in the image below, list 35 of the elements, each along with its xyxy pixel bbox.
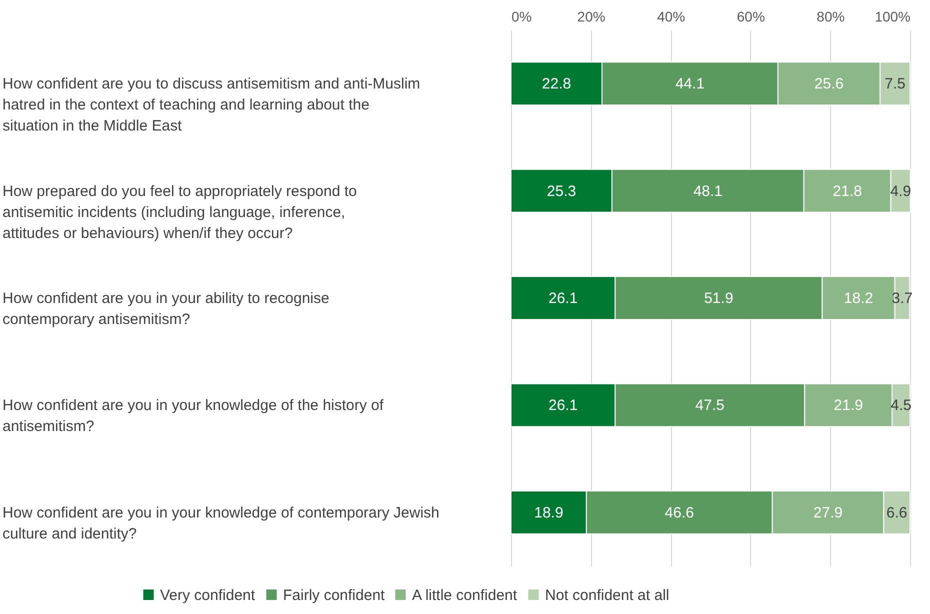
- data-label: 25.3: [546, 182, 576, 200]
- data-label: 21.9: [834, 397, 863, 414]
- data-label: 3.7: [892, 290, 913, 307]
- data-label: 47.5: [695, 397, 725, 414]
- legend-label: Fairly confident: [283, 586, 386, 604]
- x-tick-label: 80%: [816, 8, 845, 24]
- data-label: 27.9: [813, 504, 843, 522]
- y-tick-label: How confident are you in your ability to recognise contemporary antisemitism?: [2, 290, 330, 328]
- legend-label: A little confident: [412, 586, 518, 604]
- y-tick-label: How confident are you in your knowledge of the history of antisemitism?: [2, 397, 384, 436]
- data-label: 18.9: [534, 504, 564, 522]
- x-tick-label: 20%: [577, 8, 606, 24]
- y-tick-label: How confident are you to discuss antisemitism and anti-Muslim hatred in the context of teaching and learning about the situation in the Middle East: [2, 76, 420, 135]
- x-tick-label: 100%: [874, 8, 910, 24]
- data-label: 4.9: [890, 182, 912, 200]
- x-tick-label: 40%: [657, 8, 686, 24]
- data-label: 22.8: [542, 76, 572, 93]
- data-label: 51.9: [704, 290, 734, 307]
- data-label: 26.1: [548, 397, 578, 414]
- data-label: 26.1: [548, 290, 578, 307]
- x-tick-label: 60%: [736, 8, 765, 24]
- legend-label: Not confident at all: [545, 586, 670, 604]
- legend-label: Very confident: [160, 586, 256, 604]
- data-label: 6.6: [886, 504, 908, 522]
- y-tick-label: How confident are you in your knowledge of contemporary Jewish culture and identity?: [2, 504, 440, 542]
- y-tick-label: How prepared do you feel to appropriately respond to antisemitic incidents (including language, inference, attitudes or behaviours) when/if they occur?: [2, 182, 357, 242]
- data-label: 46.6: [664, 504, 694, 522]
- data-label: 18.2: [844, 290, 874, 307]
- data-label: 4.5: [890, 397, 912, 414]
- x-tick-label: 0%: [512, 8, 532, 24]
- data-label: 44.1: [675, 76, 705, 93]
- data-label: 25.6: [814, 76, 844, 93]
- data-label: 7.5: [884, 76, 906, 93]
- data-label: 21.8: [832, 182, 862, 200]
- data-label: 48.1: [693, 182, 723, 200]
